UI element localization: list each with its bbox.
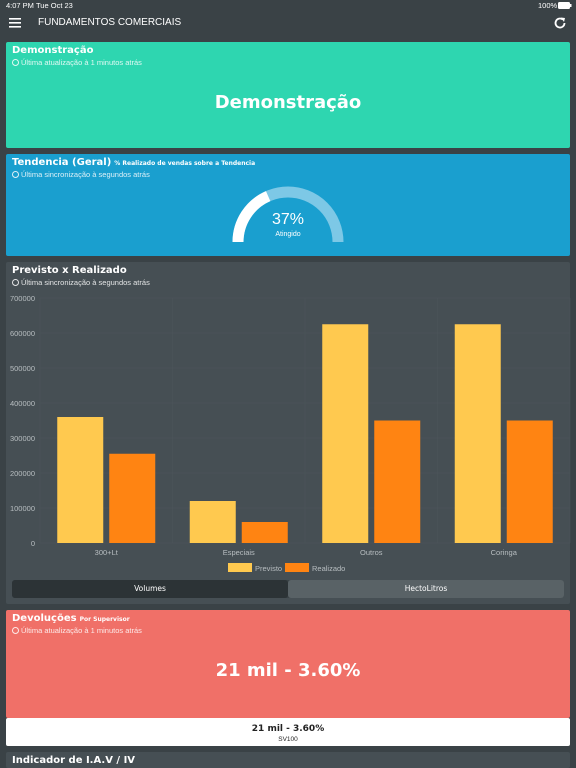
updated-label: Última atualização à 1 minutos atrás	[21, 58, 142, 67]
title: Devoluções	[12, 613, 77, 624]
title: Tendencia (Geral)	[12, 157, 112, 168]
bar	[57, 417, 104, 543]
clock-icon	[12, 171, 19, 178]
clock-icon	[12, 59, 19, 66]
y-tick-label: 600000	[10, 329, 35, 338]
menu-button[interactable]	[9, 18, 21, 28]
bar-chart: 0 100000 200000 300000 400000 500000 600000 700…	[10, 294, 571, 573]
y-tick-label: 100000	[10, 504, 35, 513]
legend-swatch	[285, 563, 309, 572]
gauge-label: 37%	[272, 211, 304, 228]
bar	[374, 420, 421, 543]
bar	[189, 501, 236, 543]
clock-icon	[12, 279, 19, 286]
gauge-caption: Atingido	[275, 231, 300, 238]
trend-card[interactable]: Tendencia (Geral)% Realizado de vendas s…	[6, 154, 570, 256]
y-tick-label: 700000	[10, 294, 35, 303]
footer-label: SV100	[278, 736, 298, 743]
demo-card[interactable]: Demonstração Última atualização à 1 minu…	[6, 42, 570, 148]
legend-label: Realizado	[312, 564, 345, 573]
legend-swatch	[228, 563, 252, 572]
tab-volumes[interactable]: Volumes	[12, 580, 288, 598]
card-title: Indicador de I.A.V / IV	[12, 755, 136, 766]
x-tick-label: Especiais	[223, 548, 255, 557]
status-time: 4:07 PM	[6, 1, 34, 10]
card-title: Demonstração	[12, 45, 94, 56]
updated-text: Última sincronização à segundos atrás	[12, 170, 150, 179]
y-tick-label: 500000	[10, 364, 35, 373]
footer-value: 21 mil - 3.60%	[251, 724, 325, 734]
tab-hectolitros[interactable]: HectoLitros	[288, 580, 564, 598]
legend-label: Previsto	[255, 564, 282, 573]
subtitle: % Realizado de vendas sobre a Tendencia	[114, 160, 256, 167]
y-tick-label: 200000	[10, 469, 35, 478]
updated-text: Última sincronização à segundos atrás	[12, 278, 150, 287]
status-battery: 100%	[538, 1, 558, 10]
y-tick-label: 0	[31, 539, 35, 548]
headline: Demonstração	[214, 92, 362, 113]
updated-label: Última atualização à 1 minutos atrás	[21, 626, 142, 635]
returns-card[interactable]: Devoluções Por Supervisor Última atualiza…	[6, 610, 570, 718]
x-tick-label: Coringa	[491, 548, 518, 557]
subtitle: Por Supervisor	[79, 616, 130, 623]
updated-label: Última sincronização à segundos atrás	[21, 278, 150, 287]
next-card[interactable]: Indicador de I.A.V / IV	[6, 752, 570, 768]
headline: 21 mil - 3.60%	[215, 660, 361, 681]
updated-label: Última sincronização à segundos atrás	[21, 170, 150, 179]
battery-icon	[558, 2, 572, 9]
bar	[454, 324, 501, 543]
gauge: 37% Atingido	[232, 186, 344, 243]
card-title: Previsto x Realizado	[12, 265, 127, 276]
tab-bar: Volumes HectoLitros	[12, 580, 564, 598]
card-title: Tendencia (Geral)% Realizado de vendas s…	[12, 157, 255, 168]
gauge-fill	[232, 191, 271, 243]
updated-text: Última atualização à 1 minutos atrás	[12, 626, 142, 635]
updated-text: Última atualização à 1 minutos atrás	[12, 58, 142, 67]
bar	[241, 522, 288, 543]
top-bar: 4:07 PM Tue Oct 23 100% FUNDAMENTOS COME…	[0, 0, 576, 42]
returns-footer: 21 mil - 3.60% SV100	[6, 718, 570, 746]
bar	[109, 453, 156, 543]
bar	[506, 420, 553, 543]
clock-icon	[12, 627, 19, 634]
y-tick-label: 300000	[10, 434, 35, 443]
x-tick-label: Outros	[360, 548, 383, 557]
card-title: Devoluções Por Supervisor	[12, 613, 130, 624]
header-title: FUNDAMENTOS COMERCIAIS	[38, 17, 182, 28]
x-tick-label: 300+Lt	[95, 548, 119, 557]
bar	[322, 324, 369, 543]
y-tick-label: 400000	[10, 399, 35, 408]
status-date: Tue Oct 23	[36, 1, 73, 10]
refresh-button[interactable]	[553, 16, 567, 30]
